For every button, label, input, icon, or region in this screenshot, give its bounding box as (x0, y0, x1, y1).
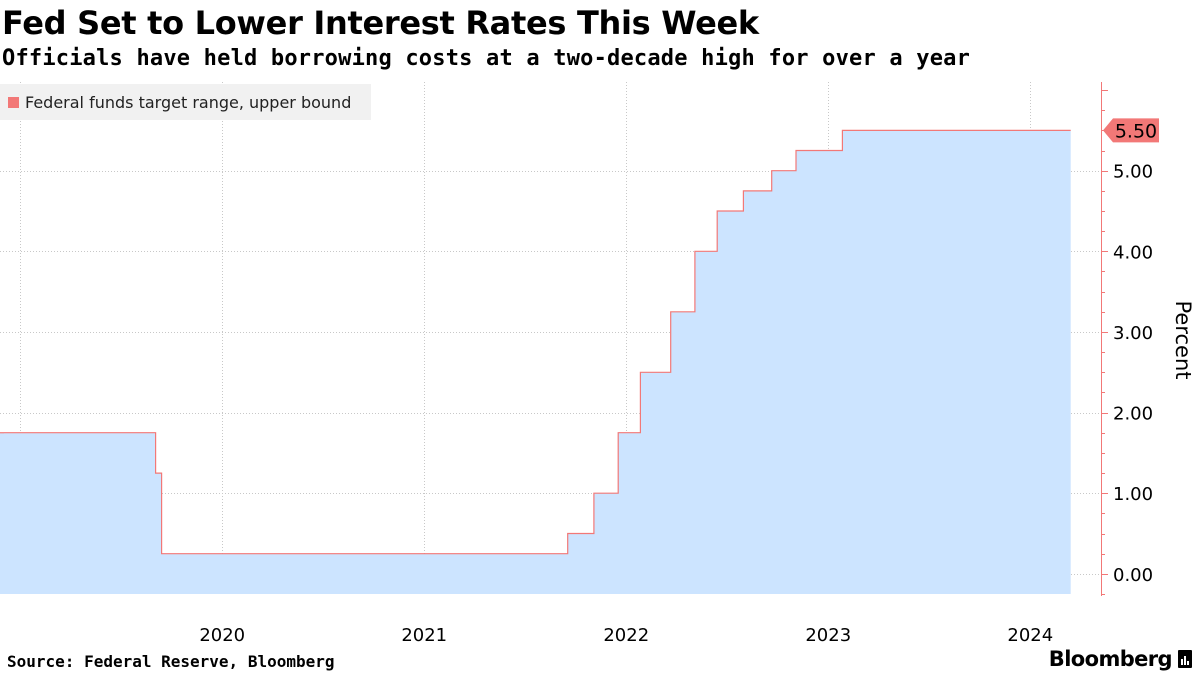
y-tick-label: 5.00 (1113, 162, 1153, 183)
y-tick-label: 1.00 (1113, 484, 1153, 505)
source-note: Source: Federal Reserve, Bloomberg (7, 652, 335, 671)
x-tick-label: 2020 (199, 625, 245, 646)
last-value-label: 5.50 (1115, 120, 1157, 142)
x-tick-label: 2021 (401, 625, 447, 646)
legend: Federal funds target range, upper bound (0, 84, 371, 120)
series-line (4, 129, 1071, 555)
series-area (4, 130, 1071, 594)
y-tick-label: 2.00 (1113, 404, 1153, 425)
legend-entry-label: Federal funds target range, upper bound (25, 92, 352, 112)
x-axis: 2020 2021 2022 2023 2024 (199, 625, 1053, 646)
x-tick-label: 2022 (603, 625, 649, 646)
y-tick-label: 0.00 (1113, 565, 1153, 586)
y-axis-label: Percent (1171, 300, 1195, 379)
x-tick-label: 2023 (805, 625, 851, 646)
last-value-flag (1103, 118, 1159, 143)
y-axis: 0.00 1.00 2.00 3.00 4.00 5.00 5.50 (1101, 82, 1159, 596)
y-tick-label: 3.00 (1113, 323, 1153, 344)
series-federal-funds (0, 129, 1071, 594)
y-tick-label: 4.00 (1113, 242, 1153, 263)
bloomberg-terminal-icon (1178, 650, 1192, 668)
brand-logo: Bloomberg (1049, 647, 1192, 671)
series-area-lead (0, 432, 5, 594)
brand-name: Bloomberg (1048, 647, 1173, 671)
chart-subtitle: Officials have held borrowing costs at a… (2, 46, 971, 71)
chart-title: Fed Set to Lower Interest Rates This Wee… (2, 4, 759, 42)
legend-swatch (8, 96, 19, 108)
x-tick-label: 2024 (1007, 625, 1053, 646)
